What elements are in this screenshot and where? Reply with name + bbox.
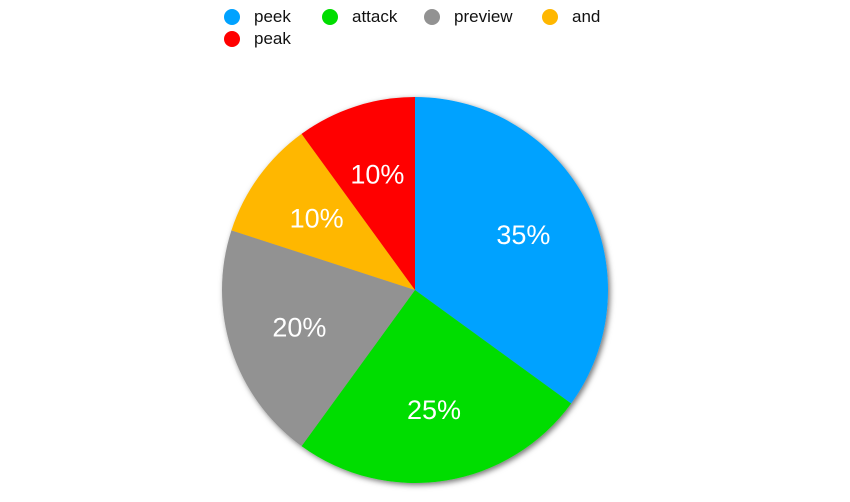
legend-item-and: and xyxy=(542,6,600,28)
legend-label-peek: peek xyxy=(254,7,291,26)
pie-slice-labels: 35% 25% 20% 10%10% xyxy=(272,159,550,425)
pie-slice-peak xyxy=(301,97,415,290)
legend-swatch-preview xyxy=(424,9,440,25)
pie-slice-label-preview: 20% xyxy=(272,313,326,343)
legend-item-attack: attack xyxy=(322,6,397,28)
pie-slice-preview xyxy=(221,230,415,447)
legend-item-peak: peak xyxy=(224,28,291,50)
pie-slice-label-and: 10% xyxy=(290,204,344,234)
legend: peek attack preview and peak xyxy=(224,6,644,50)
pie-slice-label-peak: 10% xyxy=(350,159,404,189)
pie-slice-peek xyxy=(415,97,608,404)
legend-label-attack: attack xyxy=(352,7,398,26)
legend-label-peak: peak xyxy=(254,29,291,48)
legend-row-2: peak xyxy=(224,28,644,50)
pie-slice-label-peek: 35% xyxy=(496,220,550,250)
legend-item-preview: preview xyxy=(424,6,513,28)
legend-label-preview: preview xyxy=(454,7,513,26)
legend-swatch-peak xyxy=(224,31,240,47)
pie-slices xyxy=(221,97,608,483)
legend-row-1: peek attack preview and xyxy=(224,6,644,28)
pie-slice-attack xyxy=(301,290,572,483)
legend-item-peek: peek xyxy=(224,6,291,28)
legend-swatch-attack xyxy=(322,9,338,25)
legend-label-and: and xyxy=(572,7,601,26)
pie-slice-label-attack: 25% xyxy=(407,395,461,425)
pie-slice-and xyxy=(231,133,415,290)
legend-swatch-peek xyxy=(224,9,240,25)
legend-swatch-and xyxy=(542,9,558,25)
